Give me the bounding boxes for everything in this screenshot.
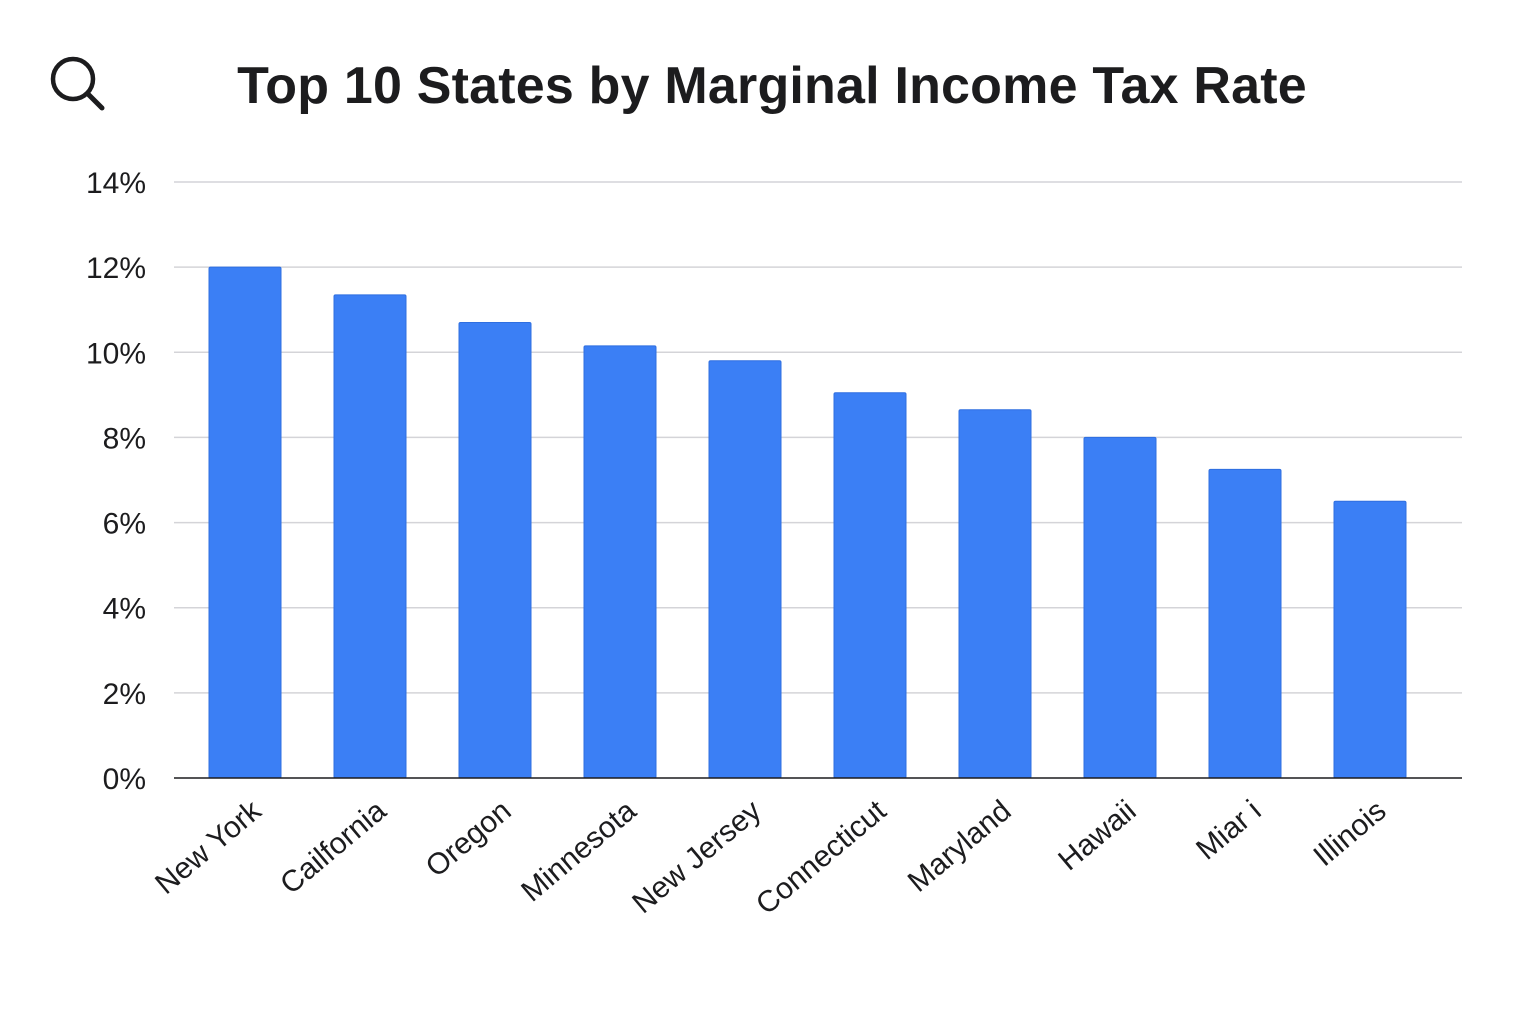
y-tick-label: 0%: [103, 763, 146, 796]
x-tick-label: Connecticut: [750, 794, 893, 922]
x-tick-label: Oregon: [420, 794, 518, 884]
y-tick-label: 8%: [103, 422, 146, 455]
bar: [1333, 500, 1407, 779]
x-tick-label: Miar i: [1190, 794, 1267, 866]
bar: [1083, 436, 1157, 779]
bar: [1208, 468, 1282, 779]
bar: [333, 294, 407, 779]
x-tick-label: New York: [149, 793, 268, 900]
y-tick-label: 2%: [103, 678, 146, 711]
y-tick-label: 12%: [86, 252, 146, 285]
y-tick-label: 10%: [86, 337, 146, 370]
x-tick-label: Illinois: [1307, 794, 1392, 873]
bars: [208, 266, 1407, 779]
y-tick-label: 6%: [103, 508, 146, 541]
search-icon[interactable]: [46, 52, 108, 114]
x-tick-label: Hawaii: [1052, 794, 1142, 877]
x-tick-label: Minnesota: [515, 794, 642, 908]
x-tick-label: New Jersey: [626, 794, 767, 920]
y-axis-ticks: 0% 2% 4% 6% 8% 10% 12% 14%: [86, 167, 146, 796]
y-tick-label: 4%: [103, 593, 146, 626]
bar: [583, 345, 657, 779]
bar: [708, 360, 782, 779]
x-tick-label: Maryland: [902, 794, 1018, 899]
x-tick-label: Cailfornia: [274, 794, 393, 901]
bar: [958, 409, 1032, 779]
bar: [458, 321, 532, 779]
bar: [833, 392, 907, 779]
chart-title: Top 10 States by Marginal Income Tax Rat…: [237, 57, 1307, 115]
bar: [208, 266, 282, 779]
y-tick-label: 14%: [86, 167, 146, 200]
